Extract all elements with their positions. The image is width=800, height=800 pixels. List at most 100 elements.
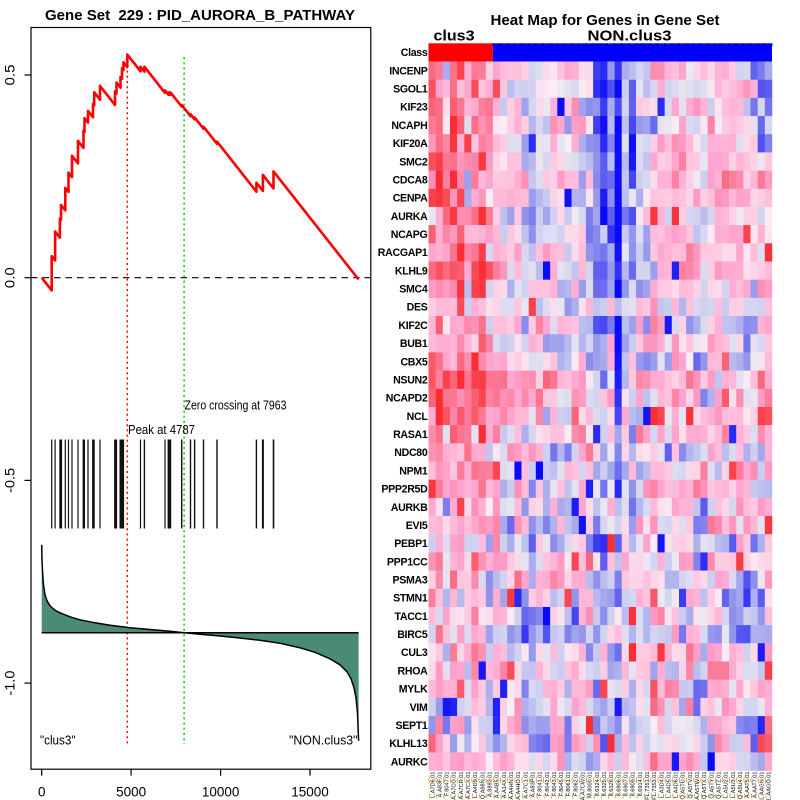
- svg-text:MYLK: MYLK: [399, 684, 428, 696]
- svg-text:VIM: VIM: [410, 702, 428, 714]
- svg-text:L.A3D4.01: L.A3D4.01: [659, 772, 665, 798]
- svg-text:clus3: clus3: [434, 28, 475, 45]
- svg-text:RACGAP1: RACGAP1: [378, 247, 428, 259]
- svg-text:0.0: 0.0: [3, 267, 18, 288]
- svg-text:F.8045.01: F.8045.01: [559, 772, 565, 797]
- svg-text:A.A83P.01: A.A83P.01: [531, 772, 537, 798]
- svg-text:10000: 10000: [202, 785, 240, 800]
- svg-text:"clus3": "clus3": [40, 733, 76, 748]
- svg-text:CBX5: CBX5: [400, 356, 427, 368]
- svg-text:8.6914.01: 8.6914.01: [638, 772, 644, 797]
- svg-text:Heat Map for Genes in Gene Set: Heat Map for Genes in Gene Set: [491, 12, 720, 29]
- svg-text:AURKC: AURKC: [391, 756, 428, 768]
- svg-text:F.8041.01: F.8041.01: [538, 772, 544, 797]
- svg-text:8.6907.01: 8.6907.01: [624, 772, 630, 797]
- svg-text:DES: DES: [407, 302, 428, 314]
- svg-text:KIF2C: KIF2C: [398, 320, 428, 332]
- svg-text:0.5: 0.5: [3, 65, 18, 86]
- svg-text:Zero crossing at 7963: Zero crossing at 7963: [185, 398, 287, 413]
- svg-text:RASA1: RASA1: [393, 429, 428, 441]
- svg-text:CDCA8: CDCA8: [393, 175, 428, 187]
- svg-text:PPP2R5D: PPP2R5D: [381, 484, 428, 496]
- svg-text:NDC80: NDC80: [394, 447, 428, 459]
- svg-text:-1.0: -1.0: [3, 671, 18, 696]
- svg-text:KIF20A: KIF20A: [393, 138, 428, 150]
- svg-text:PPP1CC: PPP1CC: [387, 556, 428, 568]
- svg-text:A.A14X.01: A.A14X.01: [502, 772, 508, 799]
- svg-text:8.6325.01: 8.6325.01: [602, 772, 608, 797]
- svg-text:SEPT1: SEPT1: [395, 720, 427, 732]
- svg-text:SMC2: SMC2: [399, 156, 428, 168]
- svg-text:PEBP1: PEBP1: [394, 538, 428, 550]
- svg-text:SGOL1: SGOL1: [393, 84, 428, 96]
- svg-text:L.A7D6.01: L.A7D6.01: [430, 772, 436, 798]
- svg-text:8.6909.01: 8.6909.01: [631, 772, 637, 797]
- svg-text:A.A4B5.01: A.A4B5.01: [495, 772, 501, 799]
- svg-text:A.8893.01: A.8893.01: [488, 772, 494, 798]
- svg-text:CUL3: CUL3: [401, 647, 428, 659]
- svg-text:PSMA3: PSMA3: [393, 575, 428, 587]
- svg-text:8.6324.01: 8.6324.01: [595, 772, 601, 797]
- svg-text:BUB1: BUB1: [400, 338, 428, 350]
- svg-text:15000: 15000: [291, 785, 329, 800]
- svg-text:L.A5U3.01: L.A5U3.01: [731, 772, 737, 798]
- svg-text:5000: 5000: [116, 785, 146, 800]
- svg-text:"NON.clus3": "NON.clus3": [289, 733, 358, 748]
- svg-text:STMN1: STMN1: [393, 593, 428, 605]
- svg-text:NON.clus3: NON.clus3: [588, 28, 672, 45]
- svg-text:Q.A5U4.01: Q.A5U4.01: [738, 772, 744, 800]
- svg-text:L.A4D9.01: L.A4D9.01: [473, 772, 479, 798]
- svg-text:Q.A5TV.01: Q.A5TV.01: [688, 772, 694, 799]
- svg-text:Class: Class: [401, 47, 428, 59]
- svg-text:8.6906.01: 8.6906.01: [616, 772, 622, 797]
- svg-text:A.A7CO.01: A.A7CO.01: [452, 772, 458, 800]
- svg-text:FL.7351.01: FL.7351.01: [645, 772, 651, 800]
- svg-text:Q.A5TZ.01: Q.A5TZ.01: [717, 772, 723, 799]
- svg-text:L.A5U2.01: L.A5U2.01: [724, 772, 730, 798]
- svg-text:L.AAGN.01: L.AAGN.01: [760, 772, 766, 800]
- svg-text:KLHL9: KLHL9: [395, 265, 428, 277]
- svg-text:F.8061.01: F.8061.01: [566, 772, 572, 797]
- svg-text:A.AAT5.01: A.AAT5.01: [745, 772, 751, 799]
- svg-text:L.A4D5.01: L.A4D5.01: [666, 772, 672, 798]
- svg-text:FL.7353.01: FL.7353.01: [652, 772, 658, 800]
- svg-text:NCL: NCL: [407, 411, 429, 423]
- svg-text:A.A7CX.01: A.A7CX.01: [466, 772, 472, 800]
- svg-text:-0.5: -0.5: [3, 468, 18, 493]
- svg-text:NSUN2: NSUN2: [393, 375, 428, 387]
- svg-text:BIRC5: BIRC5: [397, 629, 428, 641]
- svg-text:Gene Set 229 : PID_AURORA_B_P: Gene Set 229 : PID_AURORA_B_PATHWAY: [45, 7, 355, 24]
- svg-text:L.A4D6.01: L.A4D6.01: [674, 772, 680, 798]
- svg-text:INCENP: INCENP: [389, 65, 427, 77]
- svg-text:L.AAGO.01: L.AAGO.01: [767, 772, 773, 800]
- svg-text:TACC1: TACC1: [394, 611, 427, 623]
- svg-text:Peak at 4787: Peak at 4787: [128, 422, 195, 437]
- svg-text:NPM1: NPM1: [399, 465, 428, 477]
- svg-text:KIF23: KIF23: [400, 102, 428, 114]
- svg-text:Q.A5TU.01: Q.A5TU.01: [681, 772, 687, 800]
- svg-text:SMC4: SMC4: [399, 284, 428, 296]
- svg-text:M.8000.01: M.8000.01: [588, 772, 594, 798]
- svg-text:Q.A5TY.01: Q.A5TY.01: [709, 772, 715, 799]
- svg-text:CENPA: CENPA: [393, 193, 428, 205]
- svg-text:AURKA: AURKA: [391, 211, 428, 223]
- svg-text:KLHL13: KLHL13: [389, 738, 428, 750]
- svg-text:A.A7CR.01: A.A7CR.01: [459, 772, 465, 800]
- svg-text:NCAPG: NCAPG: [391, 229, 428, 241]
- svg-text:A.A4HN.01: A.A4HN.01: [509, 772, 515, 800]
- svg-text:F.8042.01: F.8042.01: [545, 772, 551, 797]
- svg-text:A.A5TW.01: A.A5TW.01: [695, 772, 701, 800]
- svg-text:A.AAT7.01: A.AAT7.01: [752, 772, 758, 799]
- svg-text:F.8062.01: F.8062.01: [573, 772, 579, 797]
- svg-text:8.6326.01: 8.6326.01: [609, 772, 615, 797]
- svg-text:Q.A5TX.01: Q.A5TX.01: [702, 772, 708, 800]
- svg-text:A.A7CW.01: A.A7CW.01: [581, 772, 587, 800]
- svg-text:A.A83F.01: A.A83F.01: [437, 772, 443, 798]
- svg-text:AURKB: AURKB: [391, 502, 428, 514]
- svg-text:F.8043.01: F.8043.01: [552, 772, 558, 797]
- svg-text:A.A7C1.01: A.A7C1.01: [523, 772, 529, 799]
- svg-text:A.A4HO.01: A.A4HO.01: [516, 772, 522, 800]
- svg-text:NCAPH: NCAPH: [391, 120, 427, 132]
- svg-text:0: 0: [38, 785, 46, 800]
- svg-text:RHOA: RHOA: [398, 665, 429, 677]
